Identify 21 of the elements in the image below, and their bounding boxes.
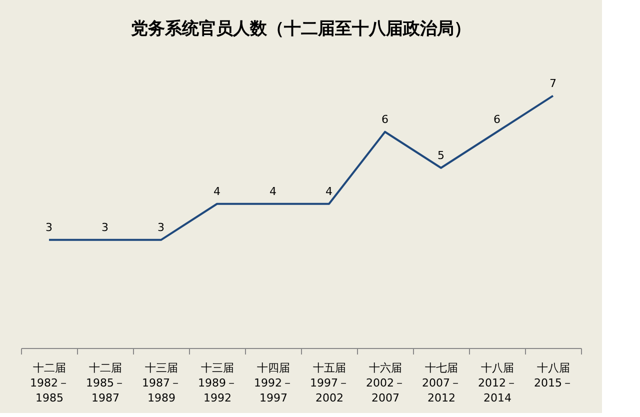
x-tick-label: 十八届 2015－: [534, 362, 573, 390]
x-tick-label: 十三届 1987－ 1989: [142, 362, 181, 404]
x-tick-label: 十五届 1997－ 2002: [310, 362, 349, 404]
data-label: 3: [102, 220, 108, 234]
x-tick-label: 十二届 1985－ 1987: [86, 362, 125, 404]
x-tick-label: 十二届 1982－ 1985: [30, 362, 69, 404]
data-label: 6: [494, 112, 500, 126]
x-tick-label: 十八届 2012－ 2014: [478, 362, 517, 404]
data-label: 4: [326, 184, 332, 198]
data-label: 5: [438, 148, 444, 162]
x-tick-label: 十四届 1992－ 1997: [254, 362, 293, 404]
x-tick-label: 十六届 2002－ 2007: [366, 362, 405, 404]
data-label: 4: [214, 184, 220, 198]
data-label: 3: [158, 220, 164, 234]
chart-title: 党务系统官员人数（十二届至十八届政治局）: [130, 19, 471, 39]
data-label: 6: [382, 112, 388, 126]
x-tick-label: 十七届 2007－ 2012: [422, 362, 461, 404]
data-label: 3: [46, 220, 52, 234]
data-label: 4: [270, 184, 276, 198]
data-label: 7: [550, 76, 556, 90]
x-tick-label: 十三届 1989－ 1992: [198, 362, 237, 404]
